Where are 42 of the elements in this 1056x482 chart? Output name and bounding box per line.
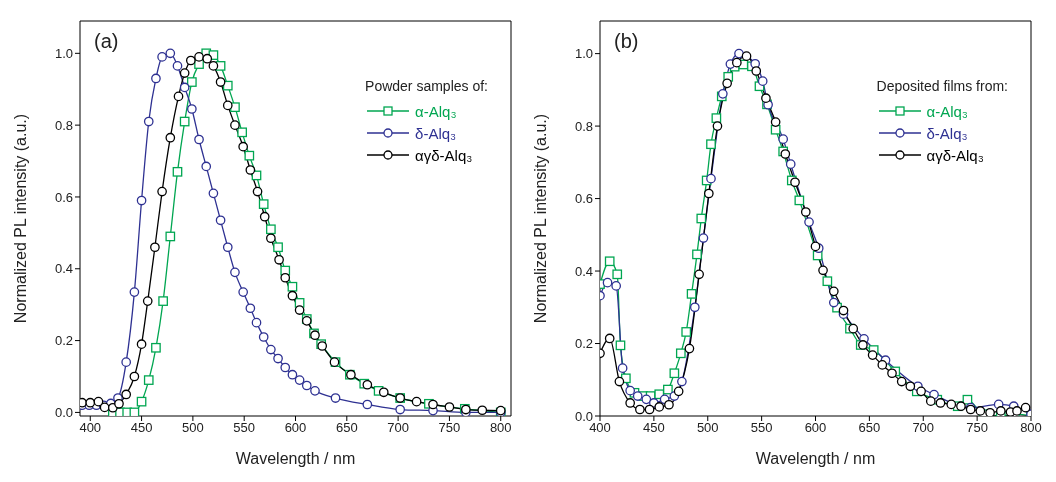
y-tick-label: 0.2 (54, 333, 73, 349)
legend-label: αγδ-Alq₃ (926, 146, 984, 164)
annotation: (a) (94, 30, 119, 53)
x-axis-title: Wavelength / nm (235, 450, 356, 467)
x-tick-label: 750 (966, 420, 988, 436)
x-tick-label: 800 (489, 420, 512, 436)
x-tick-label: 650 (335, 420, 358, 436)
y-axis-title: Normalized PL intensity (a.u.) (11, 113, 29, 324)
x-tick-label: 600 (284, 420, 307, 436)
y-tick-label: 0.8 (574, 118, 593, 134)
y-tick-label: 0.8 (54, 117, 73, 133)
x-tick-label: 500 (696, 420, 719, 436)
y-tick-label: 0.4 (574, 263, 593, 279)
y-tick-label: 0.0 (54, 405, 73, 421)
legend-label: δ-Alq₃ (415, 124, 457, 142)
y-tick-label: 0.6 (54, 189, 73, 205)
x-tick-label: 400 (79, 420, 102, 436)
legend-label: δ-Alq₃ (926, 124, 968, 142)
x-axis-title: Wavelength / nm (755, 450, 876, 467)
x-tick-label: 450 (643, 420, 665, 436)
legend-title: Powder samples of: (365, 78, 488, 94)
x-tick-label: 600 (804, 420, 827, 436)
x-tick-label: 700 (387, 420, 409, 436)
y-tick-label: 0.2 (574, 336, 593, 352)
x-tick-label: 550 (750, 420, 773, 436)
x-tick-label: 650 (858, 420, 881, 436)
y-axis-title: Normalized PL intensity (a.u.) (531, 113, 549, 324)
legend-label: α-Alq₃ (926, 102, 968, 120)
annotation: (b) (614, 30, 639, 53)
x-tick-label: 500 (182, 420, 204, 436)
y-tick-label: 1.0 (54, 45, 73, 61)
legend-label: α-Alq₃ (415, 102, 457, 120)
y-tick-label: 0.4 (54, 261, 73, 277)
x-tick-label: 750 (438, 420, 461, 436)
legend-title: Deposited films from: (876, 78, 1008, 94)
y-tick-label: 0.6 (574, 191, 593, 207)
x-tick-label: 550 (233, 420, 256, 436)
x-tick-label: 450 (130, 420, 153, 436)
x-tick-label: 800 (1020, 420, 1042, 436)
legend-label: αγδ-Alq₃ (415, 146, 473, 164)
y-tick-label: 1.0 (574, 46, 593, 62)
x-tick-label: 700 (912, 420, 935, 436)
